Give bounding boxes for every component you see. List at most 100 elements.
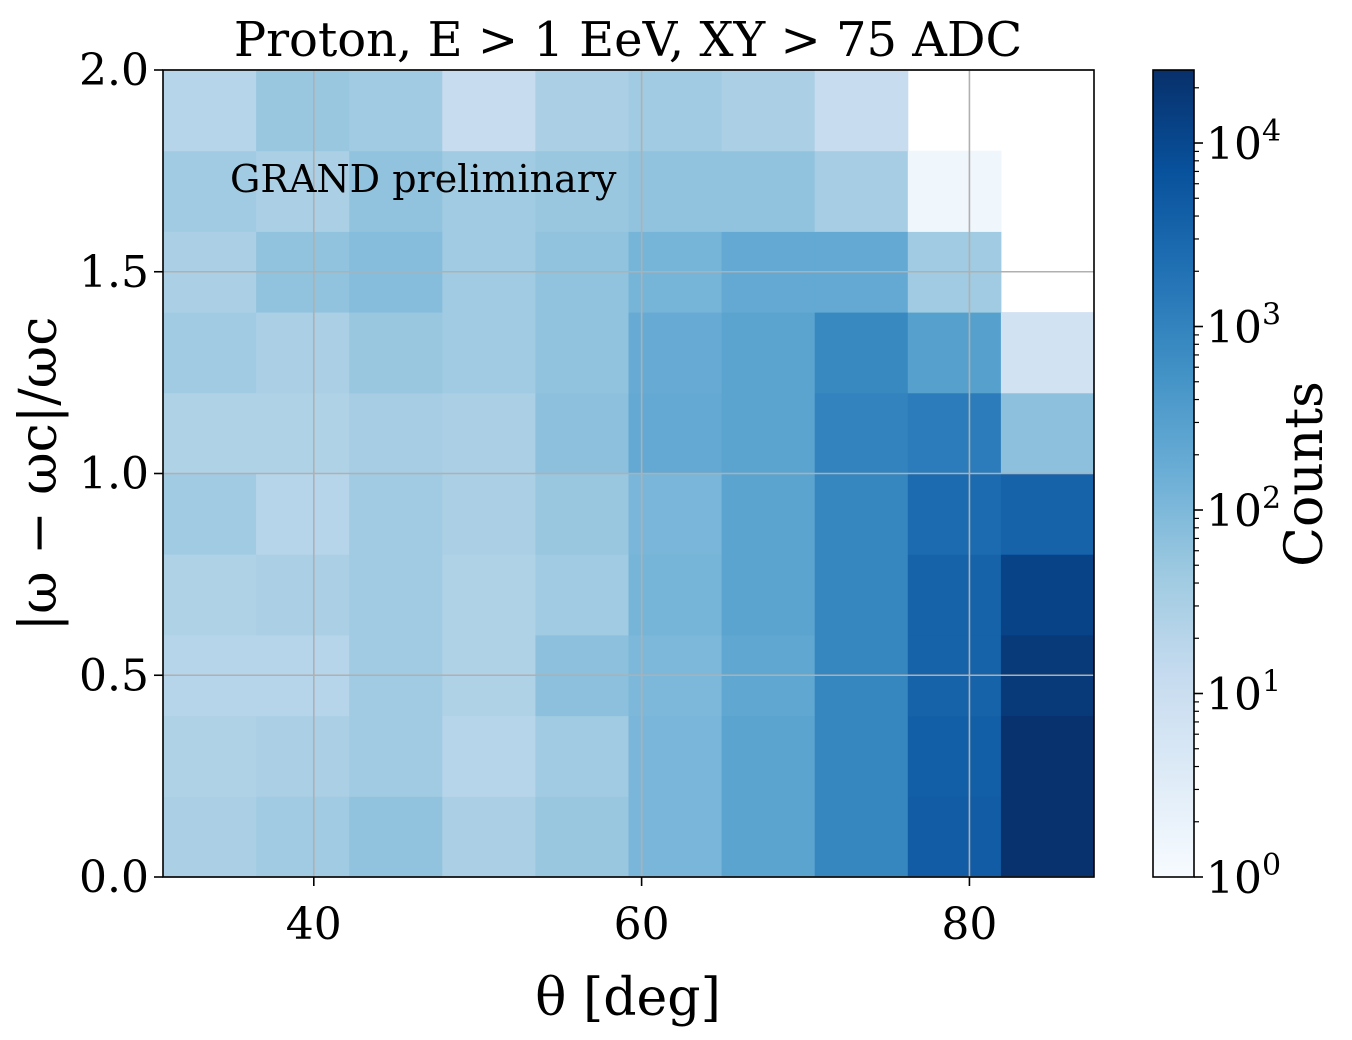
- heatmap-cell: [349, 392, 443, 474]
- x-tick-label: 60: [614, 899, 670, 950]
- heatmap-cell: [442, 150, 536, 232]
- preliminary-annotation: GRAND preliminary: [230, 157, 617, 201]
- heatmap-cell: [256, 312, 350, 394]
- chart-title: Proton, E > 1 EeV, XY > 75 ADC: [234, 12, 1022, 68]
- heatmap-cell: [721, 150, 816, 232]
- colorbar-tick-label: 100: [1206, 848, 1281, 904]
- x-tick-label: 40: [286, 899, 342, 950]
- heatmap-cell: [256, 715, 350, 797]
- heatmap-cell: [907, 150, 1002, 232]
- heatmap-cell: [442, 473, 536, 555]
- heatmap-cell: [628, 796, 723, 878]
- heatmap-cell: [163, 150, 257, 232]
- heatmap-cell: [256, 554, 350, 636]
- heatmap-cell: [349, 150, 443, 232]
- heatmap-cell: [628, 715, 723, 797]
- colorbar-tick-label: 103: [1206, 298, 1281, 354]
- heatmap-cell: [349, 312, 443, 394]
- heatmap-cell: [721, 392, 816, 474]
- heatmap-cell: [349, 796, 443, 878]
- heatmap-cell: [814, 554, 909, 636]
- heatmap-cell: [163, 70, 257, 152]
- heatmap-cell: [1000, 312, 1095, 394]
- heatmap-cell: [163, 312, 257, 394]
- heatmap-cell: [442, 554, 536, 636]
- heatmap-cell: [535, 796, 629, 878]
- heatmap-cell: [628, 554, 723, 636]
- heatmap-cell: [442, 796, 536, 878]
- colorbar-ticks: 100 101 102 103 104: [1194, 87, 1281, 904]
- heatmap-cell: [163, 796, 257, 878]
- colorbar: [1152, 69, 1195, 878]
- x-tick-label: 80: [941, 899, 997, 950]
- heatmap-cell: [442, 70, 536, 152]
- heatmap-cell: [163, 473, 257, 555]
- heatmap-cell: [442, 392, 536, 474]
- y-tick-label: 0.0: [79, 852, 149, 903]
- heatmap-cell: [721, 796, 816, 878]
- colorbar-label: Counts: [1275, 381, 1335, 567]
- y-axis-ticks: 0.0 0.5 1.0 1.5 2.0: [79, 45, 163, 903]
- heatmap-cell: [628, 392, 723, 474]
- heatmap-cell: [349, 554, 443, 636]
- heatmap-cell: [349, 715, 443, 797]
- heatmap-cell: [721, 715, 816, 797]
- heatmap-cell: [349, 70, 443, 152]
- heatmap-cell: [1000, 392, 1095, 474]
- heatmap-cell: [907, 392, 1002, 474]
- heatmap-cell: [163, 392, 257, 474]
- x-axis-ticks: 40 60 80: [286, 877, 997, 950]
- heatmap-cell: [814, 392, 909, 474]
- heatmap-cell: [628, 473, 723, 555]
- y-axis-label: |ω − ωc|/ωc: [9, 317, 69, 632]
- heatmap-cell: [814, 312, 909, 394]
- y-tick-label: 2.0: [79, 45, 149, 96]
- heatmap-cell: [535, 150, 629, 232]
- heatmap-cell: [814, 715, 909, 797]
- heatmap-cell: [163, 554, 257, 636]
- heatmap-cell: [163, 715, 257, 797]
- heatmap-cell: [628, 150, 723, 232]
- heatmap-cell: [814, 473, 909, 555]
- heatmap-cell: [907, 796, 1002, 878]
- y-tick-label: 1.0: [79, 449, 149, 500]
- heatmap-cell: [907, 312, 1002, 394]
- colorbar-tick-label: 101: [1206, 665, 1281, 721]
- colorbar-tick-label: 102: [1206, 481, 1281, 537]
- y-tick-label: 0.5: [79, 650, 149, 701]
- heatmap-cell: [721, 473, 816, 555]
- y-tick-label: 1.5: [79, 247, 149, 298]
- heatmap-cell: [535, 392, 629, 474]
- heatmap-cell: [442, 312, 536, 394]
- heatmap-cells: [163, 70, 1095, 878]
- heatmap-cell: [628, 70, 723, 152]
- heatmap-cell: [535, 473, 629, 555]
- heatmap-cell: [814, 70, 909, 152]
- heatmap-cell: [256, 150, 350, 232]
- heatmap-cell: [256, 473, 350, 555]
- heatmap-cell: [907, 715, 1002, 797]
- heatmap-cell: [535, 554, 629, 636]
- x-axis-label: θ [deg]: [535, 968, 721, 1028]
- heatmap-cell: [628, 312, 723, 394]
- heatmap-cell: [256, 796, 350, 878]
- heatmap-cell: [907, 554, 1002, 636]
- heatmap-cell: [814, 796, 909, 878]
- heatmap-cell: [721, 70, 816, 152]
- heatmap-cell: [1000, 715, 1095, 797]
- heatmap-cell: [535, 715, 629, 797]
- heatmap-cell: [349, 473, 443, 555]
- heatmap-cell: [907, 473, 1002, 555]
- heatmap-cell: [535, 70, 629, 152]
- heatmap-cell: [256, 70, 350, 152]
- heatmap-cell: [442, 715, 536, 797]
- heatmap-cell: [1000, 473, 1095, 555]
- heatmap-cell: [814, 150, 909, 232]
- heatmap-cell: [535, 312, 629, 394]
- heatmap-cell: [1000, 554, 1095, 636]
- heatmap-cell: [721, 554, 816, 636]
- colorbar-tick-label: 104: [1206, 114, 1281, 170]
- heatmap-cell: [256, 392, 350, 474]
- heatmap-cell: [1000, 796, 1095, 878]
